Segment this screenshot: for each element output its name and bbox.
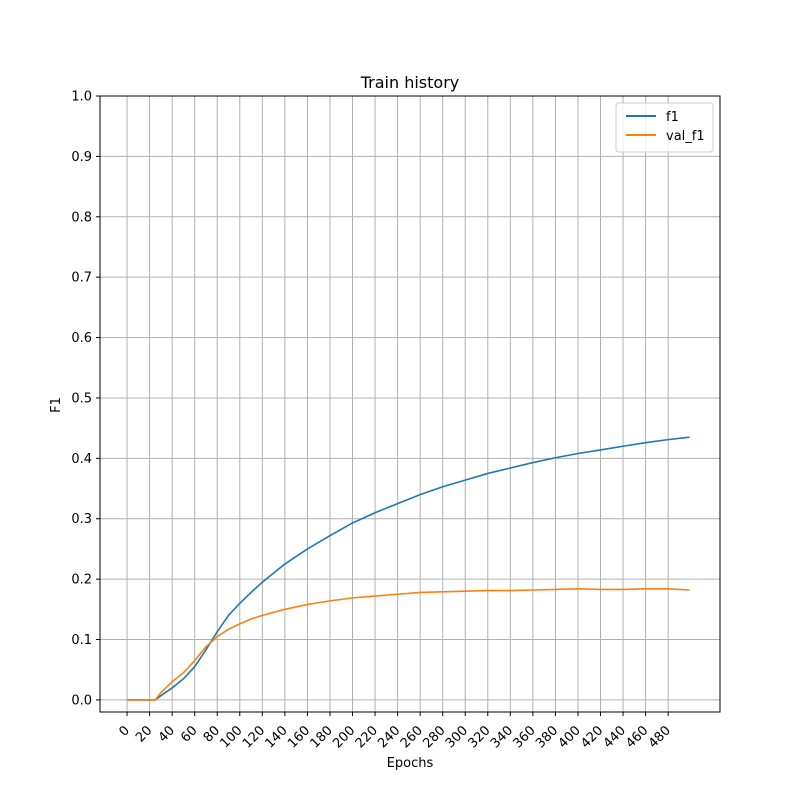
x-tick-label: 140: [263, 723, 291, 751]
x-tick-label: 40: [156, 723, 178, 745]
legend-label-val-f1: val_f1: [666, 129, 705, 144]
x-tick-label: 240: [375, 723, 403, 751]
plot-frame: [99, 95, 721, 713]
grid: [100, 95, 720, 712]
y-tick-label: 0.2: [71, 573, 92, 588]
legend-label-f1: f1: [666, 110, 679, 125]
y-axis-label: F1: [49, 397, 64, 413]
series-line-f1: [127, 436, 690, 701]
x-tick-label: 440: [601, 723, 629, 751]
chart-title: Train history: [360, 73, 460, 92]
x-tick-label: 260: [398, 723, 426, 751]
y-tick-label: 0.9: [71, 150, 92, 165]
x-tick-label: 180: [308, 723, 336, 751]
y-axis-ticks: 0.0 0.1 0.2 0.3 0.4 0.5 0.6 0.7 0.8 0.9 1.0: [71, 90, 100, 708]
x-tick-label: 400: [556, 723, 584, 751]
series-layer: [127, 436, 690, 701]
x-tick-label: 280: [420, 723, 448, 751]
x-tick-label: 120: [240, 723, 268, 751]
x-tick-label: 220: [353, 723, 381, 751]
x-axis-label: Epochs: [387, 756, 434, 771]
y-tick-label: 0.3: [71, 512, 92, 527]
x-tick-label: 60: [178, 723, 200, 745]
x-tick-label: 380: [533, 723, 561, 751]
x-tick-label: 300: [443, 723, 471, 751]
y-tick-label: 0.8: [71, 210, 92, 225]
x-tick-label: 340: [488, 723, 516, 751]
series-line-val-f1: [127, 588, 690, 701]
x-tick-label: 320: [465, 723, 493, 751]
y-tick-label: 0.7: [71, 271, 92, 286]
y-tick-label: 0.4: [71, 452, 92, 467]
x-tick-label: 480: [646, 723, 674, 751]
x-tick-label: 360: [511, 723, 539, 751]
x-tick-label: 200: [330, 723, 358, 751]
x-tick-label: 20: [133, 723, 155, 745]
y-tick-label: 0.6: [71, 331, 92, 346]
x-tick-label: 460: [623, 723, 651, 751]
y-tick-label: 0.0: [71, 693, 92, 708]
x-tick-label: 160: [285, 723, 313, 751]
legend: f1 val_f1: [615, 102, 714, 153]
y-tick-label: 1.0: [71, 90, 92, 105]
y-tick-label: 0.5: [71, 391, 92, 406]
x-tick-label: 100: [217, 723, 245, 751]
y-tick-label: 0.1: [71, 633, 92, 648]
x-tick-label: 0: [116, 723, 132, 739]
x-tick-label: 420: [578, 723, 606, 751]
legend-box: [615, 102, 714, 153]
x-axis-ticks: 0 20 40 60 801001201401601802002202402602803…: [116, 712, 674, 751]
